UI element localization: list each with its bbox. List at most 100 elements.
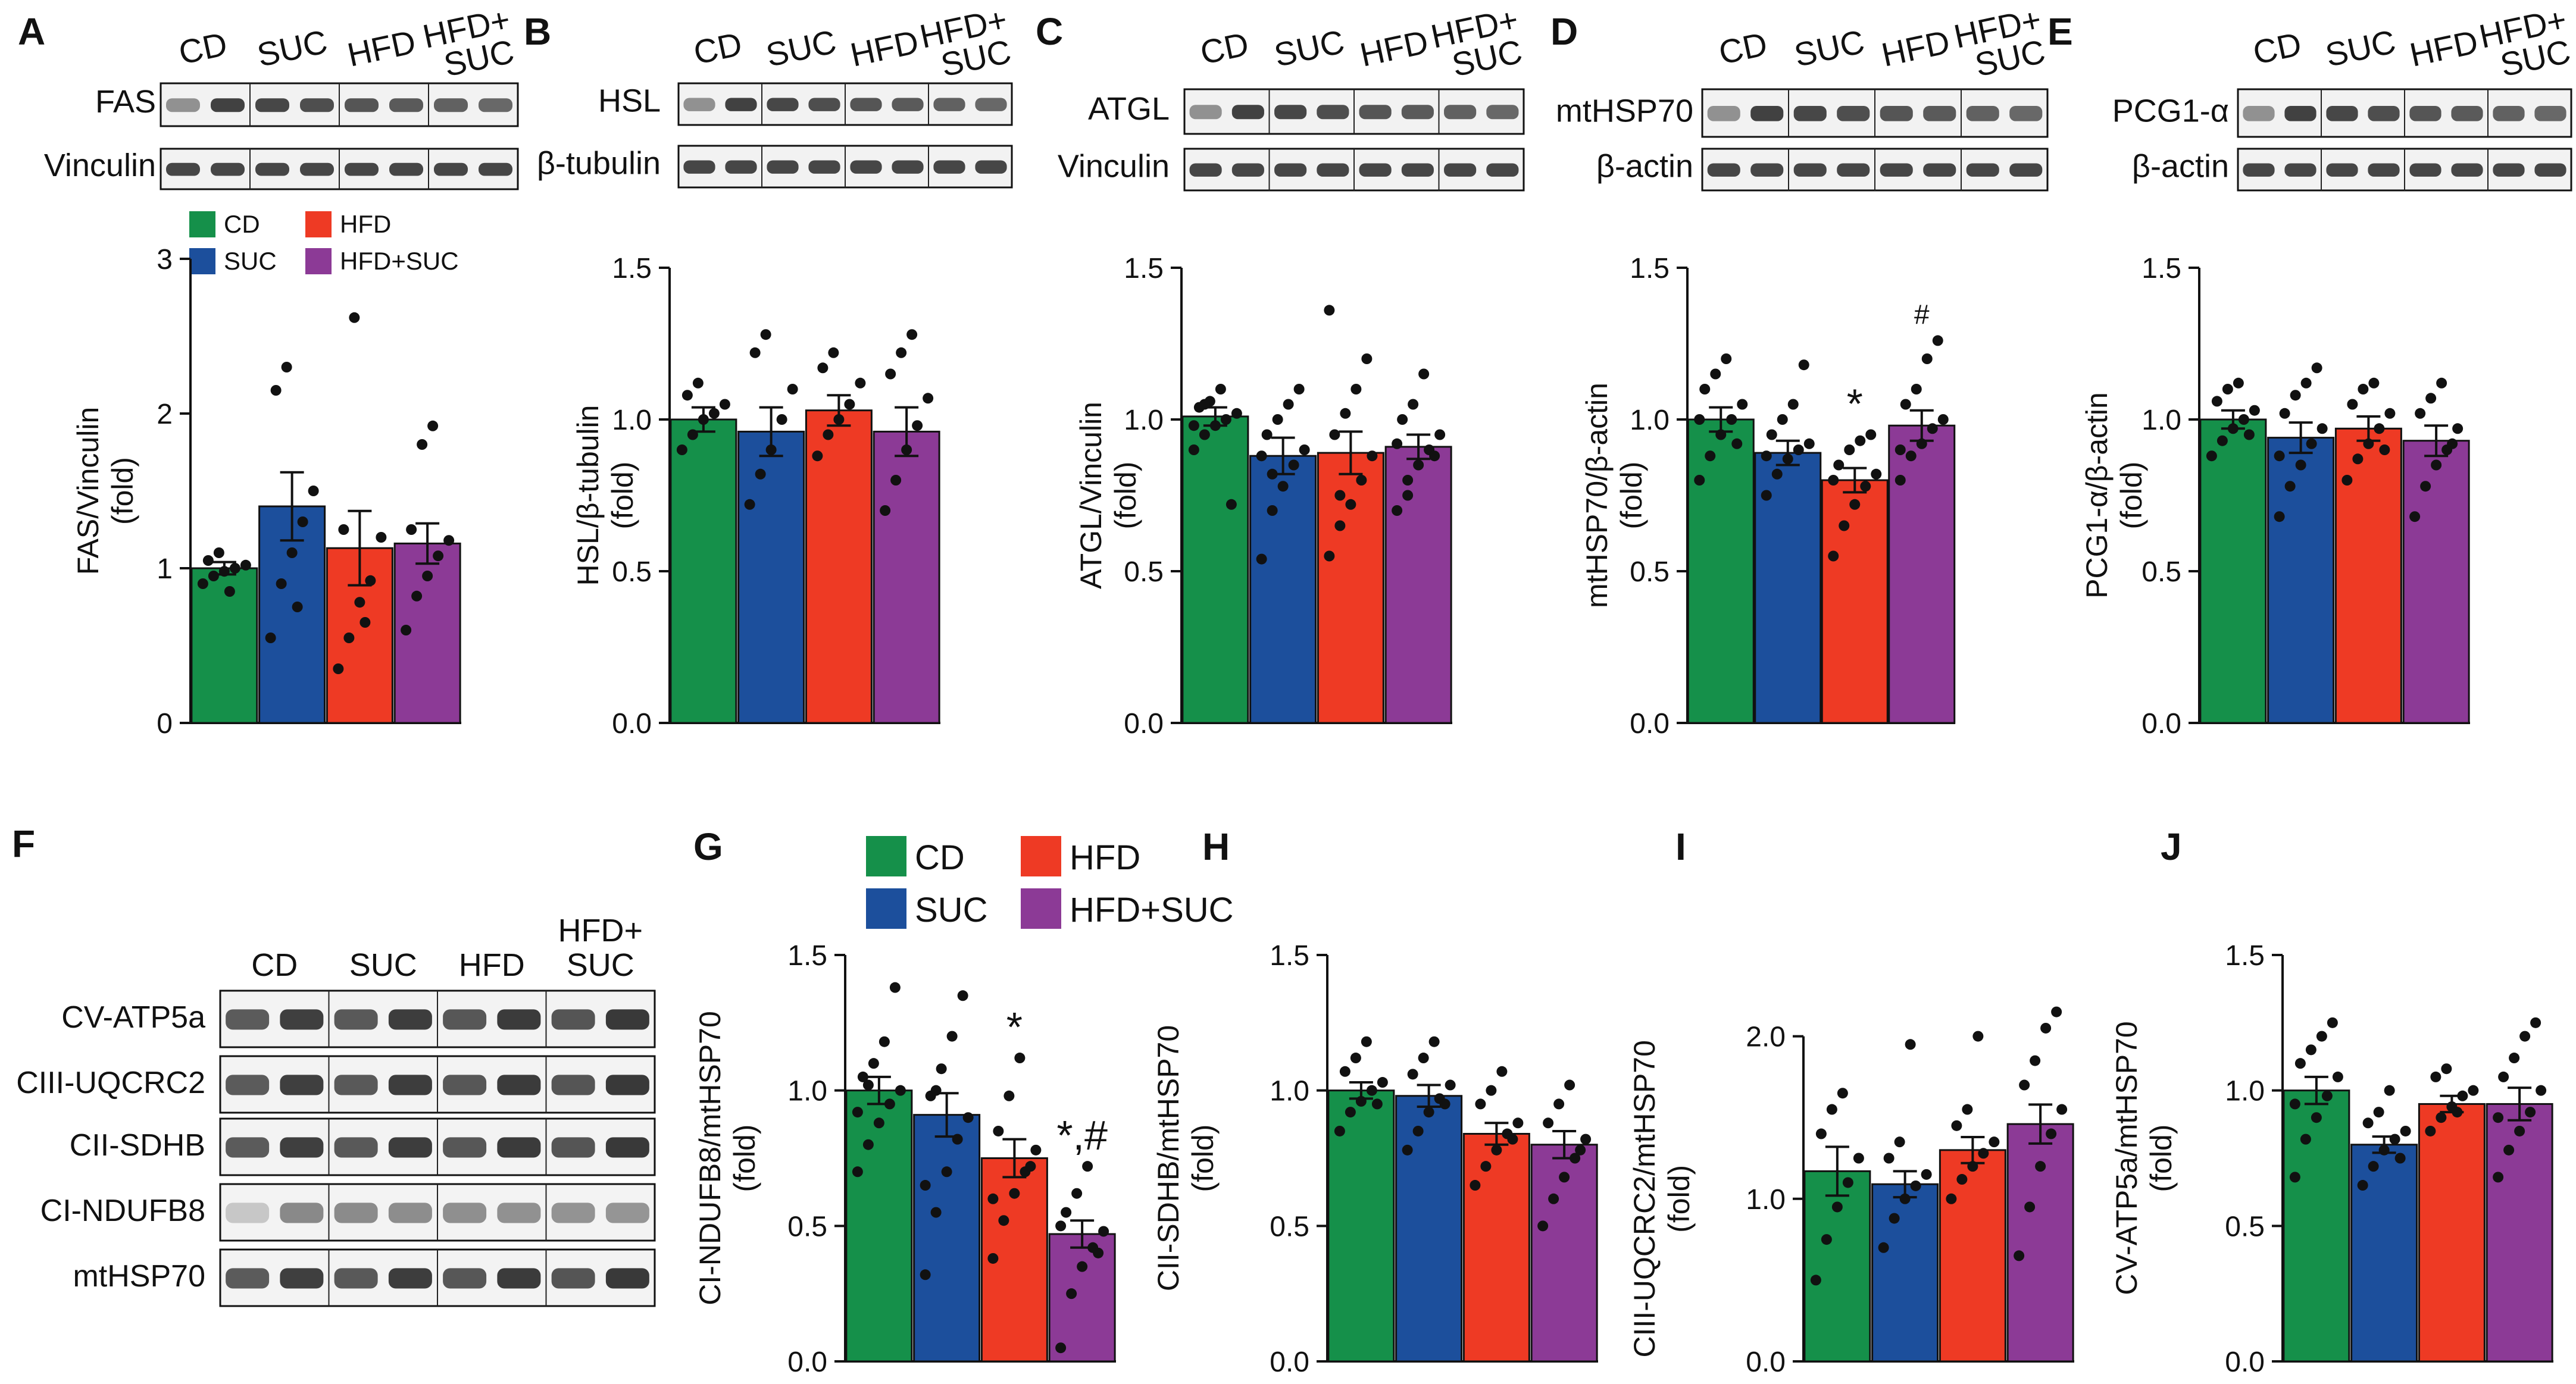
data-point: [787, 384, 798, 394]
data-point: [2300, 377, 2312, 389]
blot-band: [443, 1137, 487, 1158]
data-point: [1408, 399, 1419, 410]
data-point: [1188, 444, 1199, 455]
data-point: [443, 535, 455, 546]
data-point: [1345, 499, 1356, 510]
western-blot-f: F CD SUC HFD HFD+ SUC CV-ATP5a CIII-UQCRC2 CII-S…: [12, 822, 656, 1307]
blot-band: [1401, 163, 1434, 177]
blot-band: [725, 98, 757, 111]
y-tick-label: 0.0: [1630, 708, 1670, 740]
data-point: [2290, 390, 2301, 401]
data-point: [2243, 429, 2255, 440]
data-point: [901, 444, 912, 455]
data-point: [2352, 453, 2364, 465]
data-point: [1256, 450, 1267, 462]
data-point: [1553, 1098, 1565, 1110]
panel-letter: H: [1202, 825, 1230, 868]
blot-group-label: CD: [176, 25, 230, 71]
bar-hfd-suc: [873, 430, 940, 724]
data-point: [202, 555, 214, 566]
data-point: [1345, 1107, 1356, 1118]
data-point: [2227, 423, 2239, 434]
bar-chart-d: 0.0 0.5 1.0 1.5 mtHSP70/β-actin(fold) * #: [1580, 253, 1956, 740]
blot-row-label: Vinculin: [44, 148, 156, 183]
blot-band: [226, 1203, 270, 1223]
y-tick-label: 0.0: [1746, 1347, 1786, 1378]
data-point: [270, 385, 282, 396]
data-point: [920, 1269, 931, 1280]
data-point: [1066, 1288, 1077, 1300]
data-point: [906, 329, 918, 340]
data-point: [1267, 505, 1278, 516]
data-point: [1272, 414, 1283, 425]
data-point: [2378, 1144, 2390, 1156]
data-point: [1956, 1174, 1968, 1185]
data-point: [2493, 1172, 2504, 1183]
data-point: [2332, 1071, 2343, 1082]
y-tick-label: 1.5: [2142, 253, 2181, 284]
data-point: [1324, 550, 1335, 562]
blot-band: [551, 1075, 595, 1095]
y-axis-label: FAS/Vinculin(fold): [71, 407, 139, 575]
data-point: [1731, 438, 1743, 449]
blot-band: [975, 160, 1007, 174]
data-point: [1810, 1275, 1821, 1286]
blot-band: [345, 98, 379, 112]
bar-hfd: [2334, 427, 2402, 724]
bar-cd: [2283, 1089, 2350, 1363]
data-point: [2341, 475, 2353, 486]
data-point: [1831, 1201, 1843, 1213]
data-point: [2211, 396, 2222, 407]
data-point: [354, 597, 365, 608]
data-point: [2389, 1133, 2400, 1145]
data-point: [708, 408, 720, 419]
data-point: [1860, 481, 1871, 492]
legend-label: HFD: [1070, 838, 1140, 877]
blot-band: [280, 1268, 324, 1289]
legend-label: SUC: [915, 891, 987, 929]
blot-group-label: HFD+SUC: [917, 1, 1017, 87]
blot-band: [850, 98, 882, 111]
data-point: [1434, 429, 1446, 440]
data-point: [1402, 1144, 1413, 1156]
blot-band: [725, 160, 757, 174]
y-tick-label: 1.0: [1746, 1184, 1786, 1216]
y-tick-label: 1.5: [787, 940, 827, 972]
data-point: [1009, 1188, 1020, 1199]
blot-band: [1317, 105, 1349, 120]
bar-hfd-suc: [1048, 1233, 1116, 1363]
data-point: [993, 1125, 1004, 1136]
bar-hfd: [1939, 1149, 2006, 1363]
blot-group-label: CD: [1197, 25, 1252, 71]
data-point: [1061, 1207, 1072, 1218]
data-point: [1209, 420, 1221, 431]
bar-chart-b: 0.0 0.5 1.0 1.5 HSL/β-tubulin(fold): [571, 253, 940, 740]
blot-row-label: β-actin: [2132, 149, 2229, 184]
data-point: [1826, 1104, 1837, 1115]
data-point: [2509, 1053, 2520, 1064]
blot-band: [443, 1268, 487, 1289]
data-point: [1283, 399, 1294, 410]
data-point: [1261, 429, 1273, 440]
data-point: [1895, 475, 1906, 486]
data-point: [1833, 459, 1845, 471]
blot-row-label: CII-SDHB: [70, 1128, 205, 1163]
data-point: [433, 550, 444, 562]
y-tick-label: 1: [157, 553, 173, 585]
blot-band: [1750, 163, 1784, 177]
blot-band: [1923, 163, 1956, 177]
data-point: [208, 571, 219, 581]
data-point: [2514, 1125, 2525, 1136]
blot-band: [767, 160, 799, 174]
data-point: [359, 617, 371, 628]
blot-group-label: SUC: [2322, 23, 2399, 74]
data-point: [1793, 444, 1804, 455]
bar-hfd-suc: [2006, 1123, 2074, 1363]
data-point: [1334, 1125, 1345, 1136]
y-tick-label: 1.5: [612, 253, 652, 284]
blot-band: [1880, 106, 1913, 121]
data-point: [912, 420, 923, 431]
legend-swatch: [866, 888, 906, 929]
data-point: [936, 1063, 947, 1075]
